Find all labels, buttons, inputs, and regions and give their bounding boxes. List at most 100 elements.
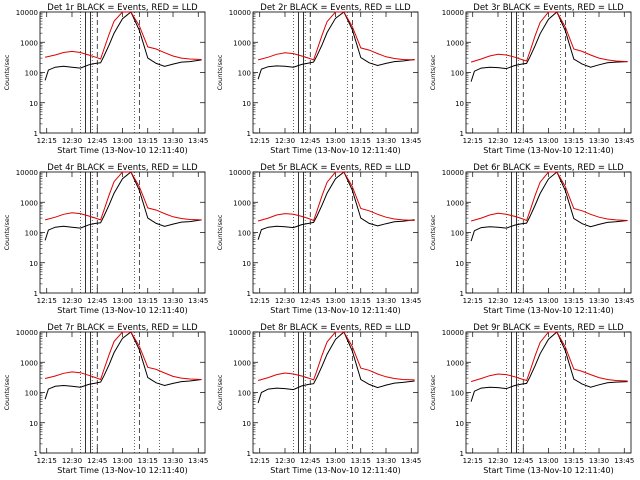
lld-series-line [257, 171, 415, 222]
x-tick-label: 13:30 [376, 457, 396, 465]
x-tick-label: 12:30 [488, 457, 508, 465]
x-tick-label: 12:30 [62, 457, 82, 465]
x-tick-label: 13:45 [188, 457, 208, 465]
x-tick-label: 12:45 [513, 137, 533, 145]
x-tick-label: 13:00 [538, 137, 558, 145]
y-tick-label: 1000 [446, 39, 464, 47]
y-tick-label: 100 [238, 70, 251, 78]
x-tick-label: 13:30 [376, 137, 396, 145]
events-series-line [44, 331, 202, 400]
x-tick-label: 13:30 [589, 137, 609, 145]
y-tick-label: 10 [29, 100, 38, 108]
x-tick-label: 12:45 [87, 297, 107, 305]
x-tick-label: 13:15 [564, 297, 584, 305]
x-tick-label: 13:00 [325, 457, 345, 465]
x-tick-label: 12:30 [62, 137, 82, 145]
plot-frame [252, 11, 419, 134]
y-axis-label: Counts/sec [3, 214, 11, 250]
events-series-line [257, 11, 415, 80]
x-tick-label: 12:30 [488, 297, 508, 305]
x-tick-label: 12:30 [275, 457, 295, 465]
x-tick-label: 12:30 [488, 137, 508, 145]
x-axis-label: Start Time (13-Nov-10 12:11:40) [483, 466, 613, 475]
x-tick-label: 13:30 [163, 457, 183, 465]
x-tick-label: 13:15 [564, 137, 584, 145]
x-axis-label: Start Time (13-Nov-10 12:11:40) [57, 146, 187, 155]
y-tick-label: 10000 [16, 329, 38, 337]
y-tick-label: 100 [451, 390, 464, 398]
x-tick-label: 13:45 [401, 297, 421, 305]
y-tick-label: 10 [455, 420, 464, 428]
events-series-line [470, 171, 628, 242]
lld-series-line [44, 11, 202, 60]
x-tick-label: 12:15 [463, 137, 483, 145]
y-tick-label: 1 [247, 130, 251, 138]
panel-title: Det 1r BLACK = Events, RED = LLD [47, 3, 198, 13]
events-series-line [470, 11, 628, 82]
x-tick-label: 13:15 [138, 297, 158, 305]
x-axis-label: Start Time (13-Nov-10 12:11:40) [270, 306, 400, 315]
x-axis-label: Start Time (13-Nov-10 12:11:40) [483, 146, 613, 155]
y-tick-label: 1000 [233, 359, 251, 367]
detector-panel-8: Det 8r BLACK = Events, RED = LLD Counts/s… [216, 323, 421, 475]
panel-title: Det 9r BLACK = Events, RED = LLD [473, 323, 624, 333]
x-tick-label: 12:15 [37, 457, 57, 465]
y-tick-label: 1000 [20, 199, 38, 207]
plot-frame [252, 331, 419, 454]
x-axis-label: Start Time (13-Nov-10 12:11:40) [270, 146, 400, 155]
y-tick-label: 100 [238, 390, 251, 398]
y-tick-label: 1000 [446, 359, 464, 367]
x-tick-label: 13:15 [138, 457, 158, 465]
detector-panel-1: Det 1r BLACK = Events, RED = LLD Counts/s… [3, 3, 208, 155]
x-tick-label: 13:45 [401, 457, 421, 465]
x-axis-label: Start Time (13-Nov-10 12:11:40) [270, 466, 400, 475]
y-axis-label: Counts/sec [3, 54, 11, 90]
y-tick-label: 10 [242, 260, 251, 268]
x-tick-label: 13:00 [538, 457, 558, 465]
x-tick-label: 12:30 [275, 297, 295, 305]
y-tick-label: 1 [34, 450, 38, 458]
events-series-line [44, 11, 202, 81]
plot-frame [39, 11, 206, 134]
plot-frame [465, 11, 632, 134]
y-tick-label: 10 [29, 260, 38, 268]
panel-title: Det 8r BLACK = Events, RED = LLD [260, 323, 411, 333]
x-tick-label: 12:30 [275, 137, 295, 145]
x-tick-label: 12:15 [250, 297, 270, 305]
y-tick-label: 10000 [229, 9, 251, 17]
lld-series-line [44, 331, 202, 381]
y-tick-label: 10 [29, 420, 38, 428]
y-tick-label: 10 [242, 420, 251, 428]
plot-frame [39, 171, 206, 294]
y-tick-label: 10 [455, 100, 464, 108]
panel-title: Det 7r BLACK = Events, RED = LLD [47, 323, 198, 333]
x-tick-label: 13:15 [138, 137, 158, 145]
y-axis-label: Counts/sec [216, 54, 224, 90]
y-tick-label: 1 [34, 130, 38, 138]
y-tick-label: 1000 [20, 39, 38, 47]
y-tick-label: 1 [460, 290, 464, 298]
events-series-line [470, 331, 628, 402]
x-tick-label: 12:15 [250, 137, 270, 145]
y-axis-label: Counts/sec [216, 374, 224, 410]
events-series-line [257, 171, 415, 240]
x-tick-label: 12:15 [37, 137, 57, 145]
y-tick-label: 10000 [16, 169, 38, 177]
y-tick-label: 100 [238, 230, 251, 238]
x-axis-label: Start Time (13-Nov-10 12:11:40) [57, 466, 187, 475]
x-tick-label: 13:15 [351, 457, 371, 465]
y-tick-label: 10000 [229, 169, 251, 177]
y-tick-label: 100 [25, 390, 38, 398]
x-tick-label: 13:30 [589, 297, 609, 305]
x-tick-label: 13:00 [325, 137, 345, 145]
y-tick-label: 1000 [20, 359, 38, 367]
x-axis-label: Start Time (13-Nov-10 12:11:40) [57, 306, 187, 315]
y-tick-label: 1 [460, 130, 464, 138]
x-tick-label: 12:45 [513, 297, 533, 305]
events-series-line [44, 171, 202, 241]
plot-frame [39, 331, 206, 454]
panel-title: Det 4r BLACK = Events, RED = LLD [47, 163, 198, 173]
detector-panel-2: Det 2r BLACK = Events, RED = LLD Counts/s… [216, 3, 421, 155]
x-tick-label: 12:15 [463, 457, 483, 465]
